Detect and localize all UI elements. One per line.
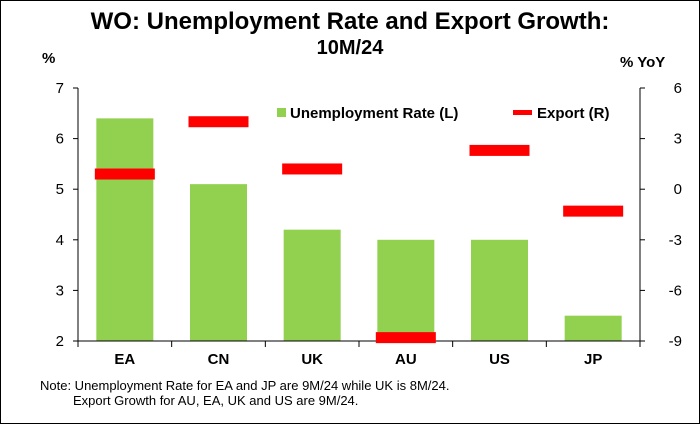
left-axis-unit: % [42,50,56,67]
marker-export-jp [563,205,624,217]
chart-note: Note: Unemployment Rate for EA and JP ar… [40,378,680,408]
left-tick-label: 3 [56,282,64,299]
right-tick-label: 3 [674,131,682,148]
chart-subtitle: 10M/24 [316,37,384,59]
right-tick-label: -9 [669,333,682,350]
right-tick-label: -6 [669,282,682,299]
right-tick-label: 6 [674,80,682,97]
x-tick-label-jp: JP [584,351,602,368]
bar-unemployment-ea [96,118,154,341]
note-line-2: Export Growth for AU, EA, UK and US are … [73,393,359,408]
right-axis-unit: % YoY [620,54,666,71]
marker-export-uk [282,163,343,175]
legend-swatch-export [513,110,532,115]
x-tick-label-au: AU [395,351,417,368]
bar-unemployment-au [377,239,435,341]
legend-label-unemployment: Unemployment Rate (L) [290,105,458,122]
marker-export-us [469,144,530,156]
left-tick-label: 5 [56,181,64,198]
left-tick-label: 4 [56,232,64,249]
bar-unemployment-uk [283,229,341,341]
legend-label-export: Export (R) [537,105,610,122]
legend-swatch-unemployment [277,108,286,117]
left-tick-label: 6 [56,131,64,148]
marker-export-ea [94,168,155,180]
x-tick-label-cn: CN [208,351,230,368]
bar-unemployment-cn [190,184,247,341]
bar-unemployment-jp [564,315,622,341]
chart-title: WO: Unemployment Rate and Export Growth:… [40,8,660,60]
chart-title-line1: WO: Unemployment Rate and Export Growth: [90,8,610,35]
x-tick-label-uk: UK [301,351,323,368]
x-tick-label-us: US [489,351,510,368]
marker-export-cn [188,116,249,128]
bar-unemployment-us [471,239,528,341]
right-tick-label: 0 [674,181,682,198]
left-tick-label: 7 [56,80,64,97]
marker-export-au [375,332,436,344]
left-tick-label: 2 [56,333,64,350]
note-line-1: Note: Unemployment Rate for EA and JP ar… [40,378,450,393]
right-tick-label: -3 [669,232,682,249]
x-tick-label-ea: EA [114,351,135,368]
